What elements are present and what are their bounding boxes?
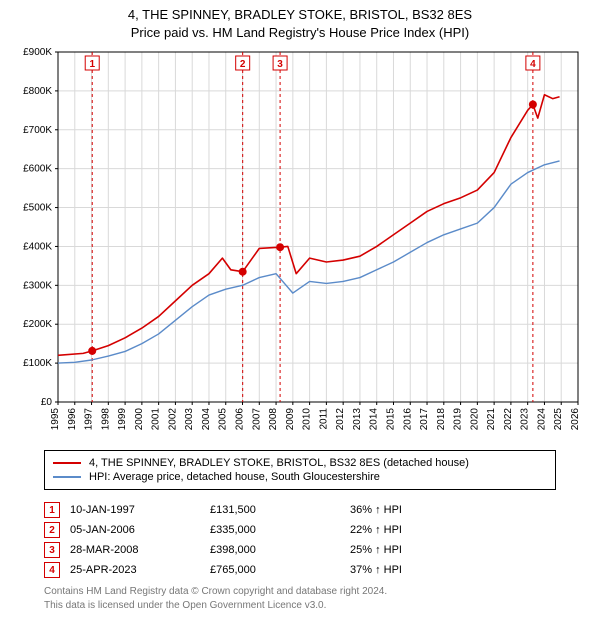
svg-text:2014: 2014 [369,408,380,431]
sale-pct: 37% ↑ HPI [350,564,470,576]
svg-text:2001: 2001 [151,408,162,431]
legend-label: 4, THE SPINNEY, BRADLEY STOKE, BRISTOL, … [89,457,469,469]
svg-text:2000: 2000 [134,408,145,431]
svg-text:2010: 2010 [302,408,313,431]
sale-marker-badge: 3 [44,542,60,558]
sale-pct: 25% ↑ HPI [350,544,470,556]
figure-frame: 4, THE SPINNEY, BRADLEY STOKE, BRISTOL, … [0,0,600,620]
svg-text:£0: £0 [41,397,53,408]
sale-price: £765,000 [210,564,340,576]
sale-pct: 22% ↑ HPI [350,524,470,536]
sale-price: £398,000 [210,544,340,556]
sale-date: 28-MAR-2008 [70,544,200,556]
svg-text:2006: 2006 [235,408,246,431]
svg-text:4: 4 [530,59,536,70]
footnote-line: Contains HM Land Registry data © Crown c… [44,585,556,599]
svg-text:2008: 2008 [268,408,279,431]
svg-text:£200K: £200K [23,319,52,330]
chart-svg: £0 £100K £200K £300K £400K £500K £600K £700K £80… [10,46,590,436]
svg-text:£600K: £600K [23,164,52,175]
svg-text:2026: 2026 [570,408,581,431]
footnote-line: This data is licensed under the Open Gov… [44,599,556,613]
svg-text:2024: 2024 [536,408,547,431]
sale-date: 10-JAN-1997 [70,504,200,516]
svg-text:2022: 2022 [503,408,514,431]
svg-text:2007: 2007 [251,408,262,431]
svg-text:2005: 2005 [218,408,229,431]
svg-text:2017: 2017 [419,408,430,431]
chart-title: 4, THE SPINNEY, BRADLEY STOKE, BRISTOL, … [0,0,600,41]
sale-pct: 36% ↑ HPI [350,504,470,516]
legend-item: HPI: Average price, detached house, Sout… [53,470,547,484]
svg-text:2019: 2019 [453,408,464,431]
svg-text:£100K: £100K [23,358,52,369]
svg-text:2016: 2016 [402,408,413,431]
svg-text:£700K: £700K [23,125,52,136]
title-line-1: 4, THE SPINNEY, BRADLEY STOKE, BRISTOL, … [0,6,600,24]
svg-text:£400K: £400K [23,241,52,252]
svg-text:2009: 2009 [285,408,296,431]
sale-price: £131,500 [210,504,340,516]
svg-text:2012: 2012 [335,408,346,431]
sale-marker-badge: 1 [44,502,60,518]
svg-text:£800K: £800K [23,86,52,97]
svg-text:2025: 2025 [553,408,564,431]
svg-text:£300K: £300K [23,280,52,291]
legend-swatch [53,476,81,478]
sales-table: 1 10-JAN-1997 £131,500 36% ↑ HPI 2 05-JA… [44,500,556,580]
svg-text:1: 1 [89,59,95,70]
svg-text:2020: 2020 [469,408,480,431]
svg-text:1996: 1996 [67,408,78,431]
svg-text:2004: 2004 [201,408,212,431]
sale-price: £335,000 [210,524,340,536]
svg-text:2: 2 [240,59,246,70]
table-row: 4 25-APR-2023 £765,000 37% ↑ HPI [44,560,556,580]
sale-marker-badge: 4 [44,562,60,578]
svg-text:2011: 2011 [318,408,329,430]
footnote: Contains HM Land Registry data © Crown c… [44,585,556,612]
svg-text:£900K: £900K [23,47,52,58]
svg-text:2002: 2002 [167,408,178,431]
legend-label: HPI: Average price, detached house, Sout… [89,471,380,483]
svg-text:2003: 2003 [184,408,195,431]
title-line-2: Price paid vs. HM Land Registry's House … [0,24,600,42]
svg-text:3: 3 [277,59,283,70]
svg-text:2021: 2021 [486,408,497,431]
svg-text:2015: 2015 [385,408,396,431]
svg-text:1995: 1995 [50,408,61,431]
svg-text:1997: 1997 [84,408,95,431]
legend-item: 4, THE SPINNEY, BRADLEY STOKE, BRISTOL, … [53,456,547,470]
svg-text:2023: 2023 [520,408,531,431]
svg-text:1999: 1999 [117,408,128,431]
svg-text:£500K: £500K [23,203,52,214]
table-row: 2 05-JAN-2006 £335,000 22% ↑ HPI [44,520,556,540]
svg-text:1998: 1998 [100,408,111,431]
sale-marker-badge: 2 [44,522,60,538]
svg-text:2018: 2018 [436,408,447,431]
sale-date: 25-APR-2023 [70,564,200,576]
svg-text:2013: 2013 [352,408,363,431]
chart-area: £0 £100K £200K £300K £400K £500K £600K £700K £80… [10,46,590,436]
legend: 4, THE SPINNEY, BRADLEY STOKE, BRISTOL, … [44,450,556,490]
sale-date: 05-JAN-2006 [70,524,200,536]
legend-swatch [53,462,81,464]
table-row: 1 10-JAN-1997 £131,500 36% ↑ HPI [44,500,556,520]
table-row: 3 28-MAR-2008 £398,000 25% ↑ HPI [44,540,556,560]
